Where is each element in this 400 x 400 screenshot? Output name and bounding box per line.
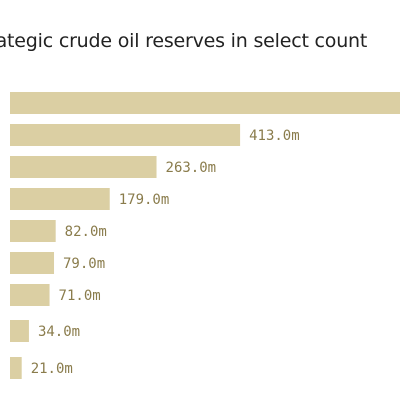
- bar-value-label-3: 179.0m: [119, 192, 170, 208]
- bar-0: [10, 92, 400, 114]
- bar-value-label-6: 71.0m: [59, 288, 101, 304]
- bar-3: [10, 188, 110, 210]
- bar-value-label-1: 413.0m: [249, 128, 300, 144]
- bar-value-label-7: 34.0m: [38, 324, 80, 340]
- bar-1: [10, 124, 241, 146]
- bar-value-label-4: 82.0m: [65, 224, 107, 240]
- bar-2: [10, 156, 157, 178]
- bar-value-label-2: 263.0m: [166, 160, 217, 176]
- bar-value-label-8: 21.0m: [31, 361, 73, 377]
- bar-5: [10, 252, 55, 274]
- bar-6: [10, 284, 50, 306]
- bar-8: [10, 357, 22, 379]
- chart-title: rategic crude oil reserves in select cou…: [0, 30, 368, 52]
- bar-value-label-5: 79.0m: [63, 256, 105, 272]
- bar-7: [10, 320, 29, 342]
- bar-4: [10, 220, 56, 242]
